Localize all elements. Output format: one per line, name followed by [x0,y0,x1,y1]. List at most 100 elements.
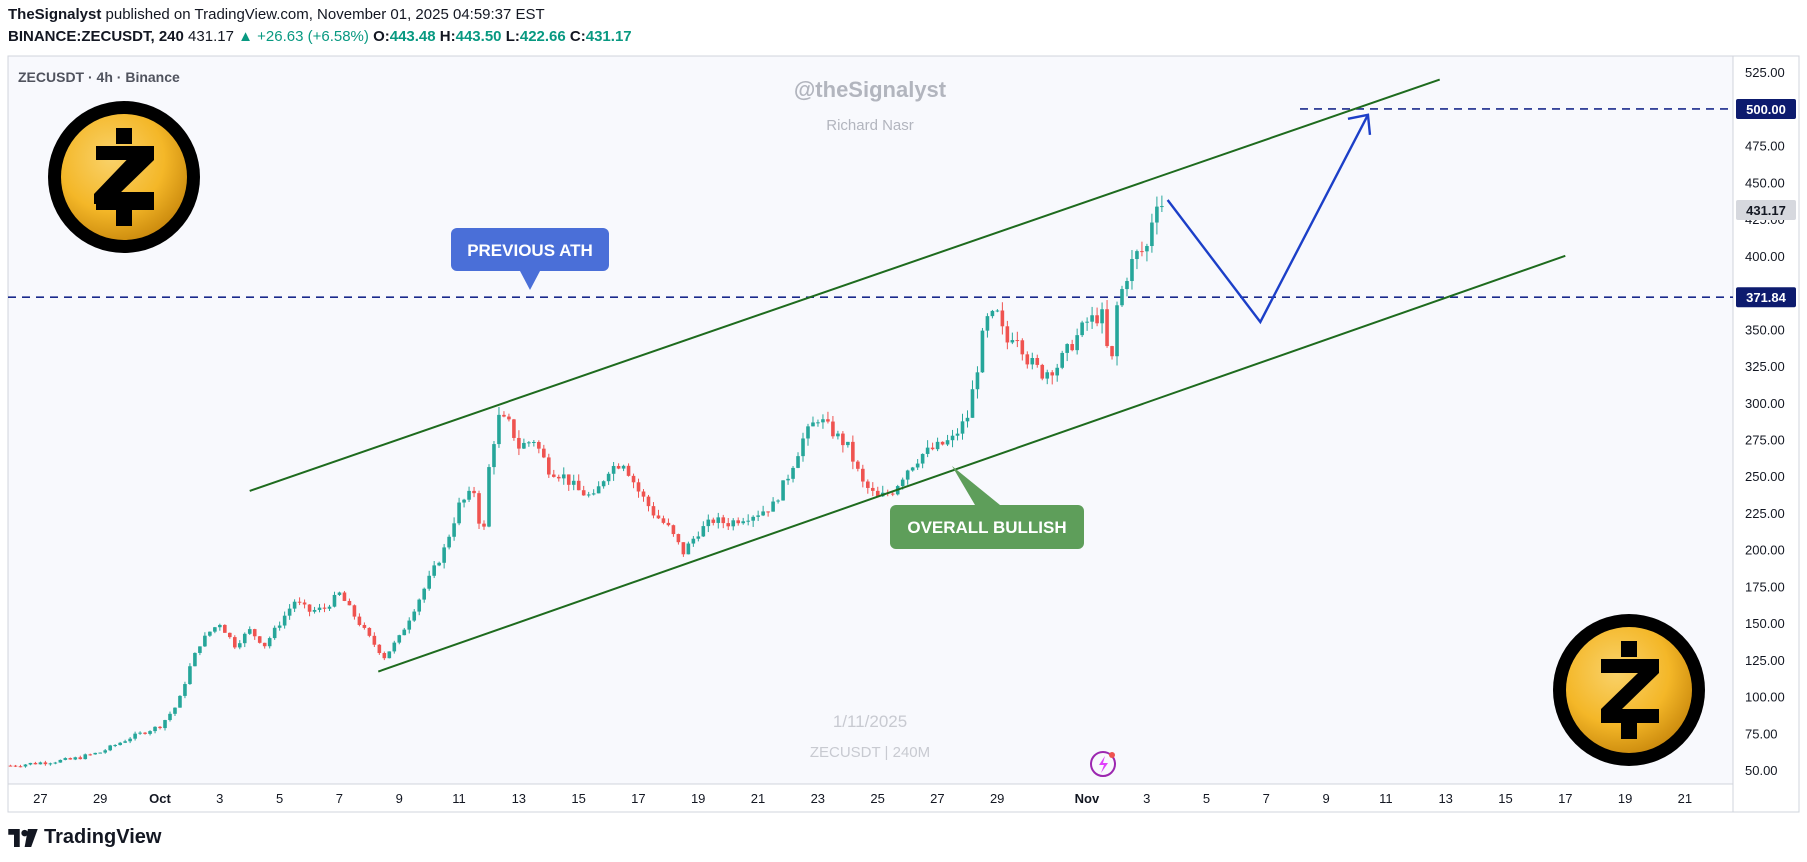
candle-body [477,493,481,524]
candle-body [257,636,262,643]
candle-body [561,474,566,479]
candle-body [1120,289,1124,306]
candle-body [347,600,352,606]
candle-body [920,453,925,464]
close-value: 431.17 [585,28,632,45]
candle-body [890,493,895,495]
y-tick-label: 275.00 [1745,432,1785,447]
x-tick-label: 11 [1379,791,1393,806]
candle-body [1155,206,1159,223]
candle-body [218,624,222,628]
candle-body [457,502,461,524]
candle-body [940,441,945,445]
x-tick-label: 25 [870,791,884,806]
candle-body [1045,372,1050,379]
tradingview-footer[interactable]: TradingView [8,826,161,849]
author-name[interactable]: TheSignalyst [8,6,102,23]
candle-body [935,441,940,450]
x-tick-label: 23 [811,791,825,806]
candle-body [616,465,621,469]
candle-body [696,536,701,539]
candle-body [277,625,282,628]
candle-body [138,732,142,734]
candle-body [452,523,456,537]
candle-body [68,758,73,760]
price-axis[interactable] [1732,55,1800,813]
candle-body [861,468,865,482]
x-tick-label: 17 [1558,791,1572,806]
candle-body [133,733,137,739]
y-tick-label: 325.00 [1745,359,1785,374]
candle-body [1000,310,1005,327]
candle-body [237,643,242,648]
candle-body [18,766,23,768]
candle-body [995,310,1000,312]
price-channel[interactable] [249,78,1566,673]
candle-body [990,310,995,317]
candle-body [462,499,466,503]
x-tick-label: 3 [1143,791,1150,806]
candle-body [188,666,192,685]
previous-ath-label: PREVIOUS ATH [467,241,593,260]
y-tick-label: 450.00 [1745,175,1785,190]
candle-body [985,316,990,331]
candle-body [1050,372,1055,376]
candle-body [1025,354,1030,365]
candle-body [532,441,536,443]
candle-body [168,713,172,721]
candle-body [58,759,63,763]
candle-body [980,330,985,373]
candle-body [975,372,980,390]
candle-body [781,480,785,501]
y-tick-label: 75.00 [1745,726,1778,741]
candle-body [178,695,182,708]
candle-body [337,592,342,595]
candles [8,195,1164,768]
projection-path[interactable] [1166,113,1372,325]
candle-body [870,487,875,491]
candle-body [342,592,347,601]
y-tick-label: 475.00 [1745,139,1785,154]
callout-previous-ath[interactable]: PREVIOUS ATH [451,228,609,290]
lightning-icon[interactable] [1090,751,1116,777]
candle-body [1030,358,1035,365]
candle-body [1020,340,1025,355]
candle-body [153,726,157,732]
pane-legend: ZECUSDT · 4h · Binance [18,69,180,85]
candle-body [203,635,207,647]
x-tick-label: 3 [216,791,223,806]
candle-body [48,763,53,765]
candle-body [905,470,910,480]
channel-upper-line [249,78,1441,492]
candle-body [1090,315,1094,322]
callout-overall-bullish[interactable]: OVERALL BULLISH [890,466,1084,549]
candle-body [1160,206,1164,208]
change-value: +26.63 (+6.58%) [257,28,369,45]
published-text: published on TradingView.com, November 0… [105,6,545,23]
candle-body [98,752,103,754]
x-tick-label: Oct [149,791,171,806]
candle-body [646,496,651,507]
candle-body [43,762,48,765]
candle-body [417,599,422,612]
open-label: O: [373,28,390,45]
candle-body [1135,251,1139,260]
candle-body [242,633,247,644]
x-tick-label: 5 [1203,791,1210,806]
candle-body [621,465,626,469]
candle-body [656,515,661,519]
x-tick-label: 9 [1322,791,1329,806]
projection-arrowhead [1347,113,1372,135]
candle-body [1105,309,1109,347]
candle-body [1075,335,1079,351]
chart-pane[interactable] [7,55,1734,813]
candle-body [547,457,551,475]
candle-body [766,511,770,513]
candle-body [1055,367,1060,376]
x-tick-label: 19 [1618,791,1632,806]
time-axis[interactable] [7,783,1734,813]
candle-body [63,758,68,760]
candle-body [571,480,576,485]
candle-body [8,765,13,767]
